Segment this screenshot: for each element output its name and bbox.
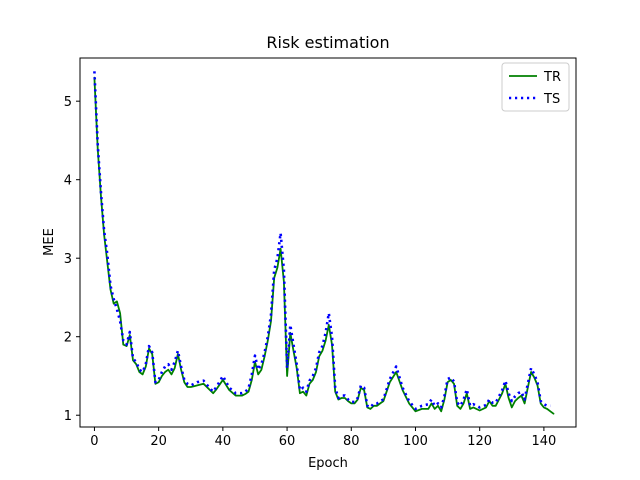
legend-label-tr: TR xyxy=(543,70,561,85)
plot-frame xyxy=(79,57,577,428)
legend-box xyxy=(501,62,570,112)
legend: TR TS xyxy=(501,62,570,112)
x-tick-label: 120 xyxy=(467,434,492,449)
x-tick-label: 140 xyxy=(531,434,556,449)
x-tick-label: 0 xyxy=(90,434,98,449)
x-axis-label: Epoch xyxy=(308,456,348,471)
x-tick-label: 80 xyxy=(343,434,360,449)
y-tick-label: 3 xyxy=(64,252,72,267)
y-tick-label: 1 xyxy=(64,409,72,424)
x-tick-label: 100 xyxy=(403,434,428,449)
chart-title: Risk estimation xyxy=(266,33,389,52)
x-tick-label: 40 xyxy=(215,434,232,449)
y-tick-label: 2 xyxy=(64,331,72,346)
y-tick-label: 4 xyxy=(64,174,72,189)
series-layer xyxy=(93,71,555,415)
y-axis-label: MEE xyxy=(42,228,57,256)
legend-label-ts: TS xyxy=(543,92,560,107)
series-line-ts xyxy=(93,71,551,411)
series-line-tr xyxy=(93,76,555,415)
x-axis: 0 20 40 60 80 100 120 140 xyxy=(90,427,556,449)
y-tick-label: 5 xyxy=(64,95,72,110)
x-tick-label: 20 xyxy=(150,434,167,449)
x-tick-label: 60 xyxy=(279,434,296,449)
y-axis: 1 2 3 4 5 xyxy=(64,95,80,424)
